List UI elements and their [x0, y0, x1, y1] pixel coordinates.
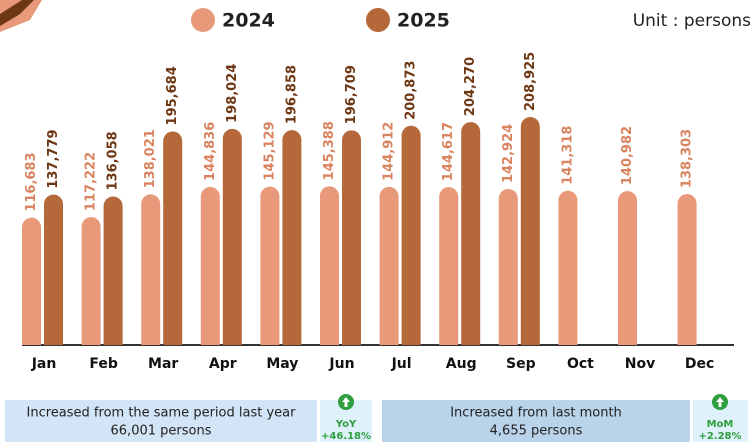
bar	[461, 122, 481, 345]
bar	[498, 189, 518, 345]
bar	[222, 128, 242, 345]
bar	[260, 186, 280, 345]
value-label: 140,982	[620, 126, 635, 185]
value-label: 200,873	[404, 61, 419, 120]
x-tick-label: Nov	[625, 356, 655, 372]
value-label: 138,303	[680, 129, 695, 188]
mom-amount: 4,655 persons	[490, 424, 583, 439]
bar	[103, 196, 123, 345]
value-label: 145,388	[322, 121, 337, 180]
value-label: 196,709	[344, 65, 359, 124]
legend-swatch	[366, 8, 390, 32]
bar	[558, 190, 578, 345]
value-label: 145,129	[262, 121, 277, 180]
bar	[81, 217, 101, 345]
up-arrow	[342, 397, 350, 407]
x-tick-label: Sep	[506, 356, 536, 372]
x-tick-label: Dec	[685, 356, 714, 372]
x-tick-label: Feb	[89, 356, 118, 372]
yoy-tag: YoY	[335, 419, 357, 430]
bar	[320, 186, 339, 345]
value-label: 116,683	[24, 152, 39, 211]
value-label: 136,058	[106, 131, 121, 190]
value-label: 144,836	[203, 122, 218, 181]
legend-label: 2024	[222, 10, 275, 32]
mom-text: Increased from last month	[450, 406, 622, 421]
mom-box	[382, 400, 690, 442]
bar	[401, 125, 421, 345]
yoy-amount: 66,001 persons	[111, 424, 212, 439]
bar	[22, 217, 41, 345]
value-label: 208,925	[523, 52, 538, 111]
unit-label: Unit : persons	[633, 11, 751, 31]
value-label: 196,858	[284, 65, 299, 124]
yoy-box	[5, 400, 317, 442]
value-label: 138,021	[143, 129, 158, 188]
bar	[439, 187, 459, 345]
x-tick-label: Apr	[209, 356, 237, 372]
value-label: 144,912	[382, 122, 397, 181]
up-arrow	[716, 397, 724, 407]
bar	[379, 186, 399, 345]
bar	[200, 186, 220, 345]
bar	[163, 131, 183, 345]
value-label: 137,779	[46, 129, 61, 188]
yoy-pct: +46.18%	[321, 431, 371, 442]
value-label: 144,617	[441, 122, 456, 181]
legend-swatch	[191, 8, 215, 32]
x-tick-label: Aug	[446, 356, 477, 372]
value-label: 195,684	[165, 66, 180, 125]
x-tick-label: Jan	[31, 356, 57, 372]
bar	[141, 194, 161, 345]
bar	[44, 194, 63, 345]
bar	[520, 117, 540, 345]
value-label: 204,270	[463, 57, 478, 116]
x-tick-label: Jun	[328, 356, 354, 372]
x-tick-label: May	[266, 356, 298, 372]
value-label: 142,924	[501, 124, 516, 183]
value-label: 117,222	[84, 152, 99, 211]
corner-decoration	[0, 0, 34, 26]
mom-tag: MoM	[707, 419, 734, 430]
legend-label: 2025	[397, 10, 450, 32]
bar	[342, 130, 361, 345]
bar	[677, 194, 697, 345]
yoy-text: Increased from the same period last year	[27, 406, 297, 421]
bar	[618, 191, 637, 345]
bar	[282, 130, 302, 345]
value-label: 198,024	[225, 64, 240, 123]
x-tick-label: Mar	[148, 356, 178, 372]
mom-pct: +2.28%	[698, 431, 741, 442]
value-label: 141,318	[560, 126, 575, 185]
x-tick-label: Jul	[391, 356, 412, 372]
x-tick-label: Oct	[567, 356, 594, 372]
